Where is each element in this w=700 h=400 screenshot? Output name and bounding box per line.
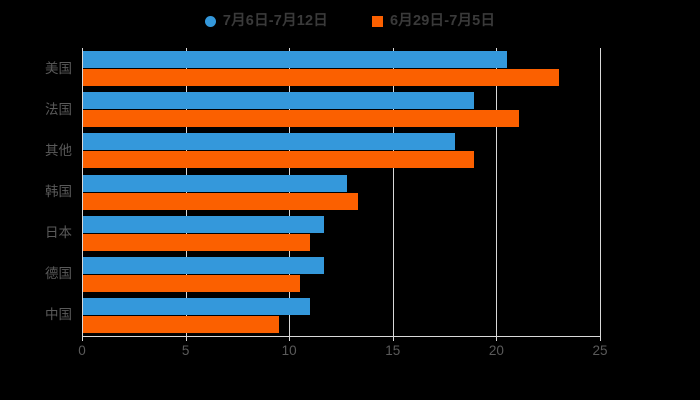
circle-marker-icon — [204, 15, 216, 27]
x-axis-tick — [600, 336, 601, 341]
bar-2-5[interactable] — [82, 233, 310, 251]
y-axis-tick-label: 日本 — [45, 225, 72, 241]
x-axis-tick — [289, 336, 291, 341]
x-axis-tick-label: 5 — [181, 343, 190, 358]
legend-item-series-1[interactable]: 7月6日-7月12日 — [204, 12, 328, 29]
legend-label-series-2: 6月29日-7月5日 — [390, 12, 496, 29]
gridline — [392, 48, 394, 336]
x-axis-tick-label: 25 — [592, 343, 608, 358]
y-axis-tick-label: 中国 — [45, 307, 72, 323]
chart-legend: 7月6日-7月12日 6月29日-7月5日 — [0, 8, 700, 34]
y-axis-tick-label: 美国 — [45, 60, 72, 76]
bar-1-2[interactable] — [82, 92, 474, 110]
gridline — [185, 48, 187, 336]
x-axis-tick — [392, 336, 394, 341]
y-axis-tick-label: 法国 — [45, 101, 72, 117]
gridline — [496, 48, 498, 336]
x-axis-tick-label: 15 — [385, 343, 401, 358]
bar-2-4[interactable] — [82, 192, 358, 210]
square-marker-icon — [372, 15, 383, 27]
legend-label-series-1: 7月6日-7月12日 — [222, 12, 328, 29]
legend-item-series-2[interactable]: 6月29日-7月5日 — [372, 14, 495, 29]
bar-2-3[interactable] — [82, 151, 474, 169]
x-axis-tick-label: 0 — [78, 343, 86, 358]
bar-1-4[interactable] — [82, 174, 348, 192]
bar-2-7[interactable] — [82, 315, 279, 333]
x-axis-line — [82, 336, 601, 337]
gridline — [600, 48, 601, 336]
bar-2-2[interactable] — [82, 110, 520, 128]
x-axis-tick-label: 20 — [488, 343, 504, 358]
bar-1-7[interactable] — [82, 297, 310, 315]
y-axis-tick-label: 韩国 — [45, 184, 72, 199]
gridline — [289, 48, 291, 336]
y-axis-tick-label: 其他 — [45, 142, 72, 158]
x-axis-tick — [185, 336, 187, 341]
y-axis-tick-label: 德国 — [45, 266, 72, 282]
x-axis-tick — [496, 336, 498, 341]
y-axis-line — [82, 48, 83, 336]
x-axis-tick — [82, 336, 83, 341]
bar-2-1[interactable] — [82, 69, 559, 87]
bar-1-1[interactable] — [82, 51, 507, 69]
bar-1-5[interactable] — [82, 215, 325, 233]
plot-area — [82, 48, 601, 336]
x-axis-tick-label: 10 — [281, 343, 297, 358]
bar-2-6[interactable] — [82, 274, 300, 292]
bar-1-3[interactable] — [82, 133, 455, 151]
bar-1-6[interactable] — [82, 256, 325, 274]
